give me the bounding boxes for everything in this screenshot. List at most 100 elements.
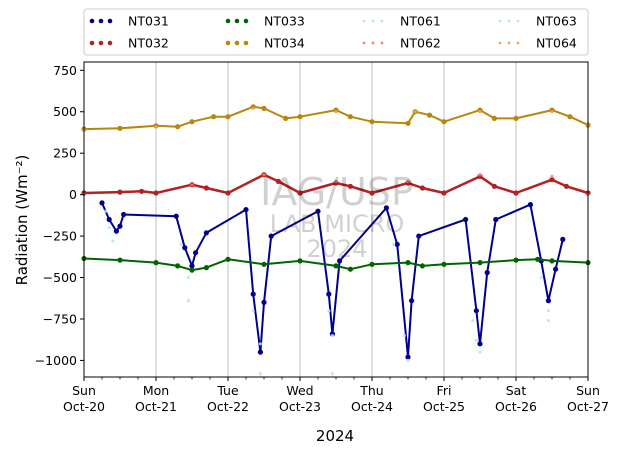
data-point <box>225 256 231 262</box>
legend-label: NT061 <box>400 14 441 29</box>
data-point <box>406 179 410 183</box>
data-point <box>478 350 482 354</box>
data-point <box>99 200 105 206</box>
y-tick-label: 750 <box>53 63 77 78</box>
legend-label: NT064 <box>536 36 577 51</box>
data-point <box>392 242 396 246</box>
legend-label: NT033 <box>264 14 305 29</box>
legend-label: NT063 <box>536 14 577 29</box>
data-point <box>173 213 179 219</box>
series-NT064 <box>82 106 590 132</box>
legend-item-NT062: NT062 <box>362 36 441 51</box>
x-tick-date: Oct-25 <box>423 399 465 414</box>
data-point <box>477 341 483 347</box>
y-tick-label: −750 <box>43 311 77 326</box>
legend-marker <box>380 19 384 23</box>
data-point <box>333 263 339 269</box>
data-point <box>330 334 334 338</box>
legend-marker <box>516 19 520 23</box>
data-point <box>491 183 497 189</box>
data-point <box>258 342 262 346</box>
data-point <box>297 114 303 120</box>
data-point <box>478 173 482 177</box>
legend-marker <box>507 41 511 45</box>
data-point <box>539 275 543 280</box>
data-point <box>251 309 255 313</box>
data-point <box>463 216 469 223</box>
data-point <box>550 110 554 114</box>
y-tick-label: −500 <box>43 270 77 285</box>
legend-label: NT032 <box>128 36 169 51</box>
data-point <box>563 183 570 189</box>
series-NT063 <box>107 226 551 346</box>
data-point <box>441 261 447 267</box>
data-point <box>545 298 552 304</box>
data-point <box>326 291 332 297</box>
data-point <box>107 226 111 230</box>
watermark-title: IAG/USP <box>260 170 414 214</box>
legend-marker <box>371 19 375 23</box>
x-tick-day: Thu <box>359 383 383 398</box>
data-point <box>484 270 490 276</box>
legend-label: NT031 <box>128 14 169 29</box>
legend-item-NT031: NT031 <box>89 14 169 29</box>
series-NT033 <box>81 255 591 273</box>
legend-marker <box>498 19 502 23</box>
data-point <box>473 308 479 314</box>
data-point <box>334 179 338 183</box>
data-point <box>203 265 209 271</box>
data-point <box>189 267 195 273</box>
data-point <box>347 266 353 272</box>
data-point <box>268 233 274 239</box>
legend-marker <box>380 41 384 45</box>
x-tick-date: Oct-21 <box>135 399 177 414</box>
legend-marker <box>98 18 104 24</box>
data-point <box>251 106 255 110</box>
data-point <box>175 124 181 130</box>
series-NT062 <box>82 173 590 197</box>
data-point <box>297 190 303 196</box>
y-tick-label: −1000 <box>35 353 77 368</box>
data-point <box>225 114 231 120</box>
data-point <box>347 183 353 189</box>
data-point <box>117 223 123 229</box>
data-point <box>347 114 353 120</box>
data-point <box>175 263 181 269</box>
data-point <box>419 263 425 269</box>
data-point <box>113 228 119 234</box>
x-tick-day: Sat <box>506 383 527 398</box>
legend-item-NT033: NT033 <box>225 14 305 29</box>
legend-item-NT032: NT032 <box>89 36 169 51</box>
data-point <box>383 205 389 211</box>
data-point <box>337 258 343 264</box>
data-point <box>550 174 554 178</box>
legend-marker <box>362 41 366 45</box>
x-tick-date: Oct-20 <box>63 399 105 414</box>
legend-item-NT064: NT064 <box>498 36 577 51</box>
legend-marker <box>107 40 113 46</box>
data-point <box>549 177 555 183</box>
data-point <box>405 120 411 126</box>
data-point <box>283 115 289 121</box>
legend: NT031 NT032 NT033 NT034 NT061 NT062 NT063 NT064 <box>83 8 589 56</box>
data-point <box>297 258 303 264</box>
legend-marker <box>225 18 231 24</box>
y-tick-label: 0 <box>69 187 77 202</box>
data-point <box>203 185 209 191</box>
data-point <box>193 250 199 256</box>
x-tick-day: Sun <box>576 383 600 398</box>
data-point <box>186 299 190 303</box>
data-point <box>203 230 209 236</box>
data-point <box>549 258 555 264</box>
data-point <box>409 298 415 304</box>
data-point <box>491 115 497 121</box>
data-point <box>546 309 551 313</box>
y-axis-title: Radiation (Wm⁻²) <box>13 155 31 286</box>
data-point <box>211 114 217 120</box>
x-tick-day: Fri <box>437 383 452 398</box>
data-point <box>334 110 338 114</box>
series-NT034 <box>81 104 591 132</box>
x-tick-date: Oct-24 <box>351 399 393 414</box>
data-point <box>567 114 573 120</box>
